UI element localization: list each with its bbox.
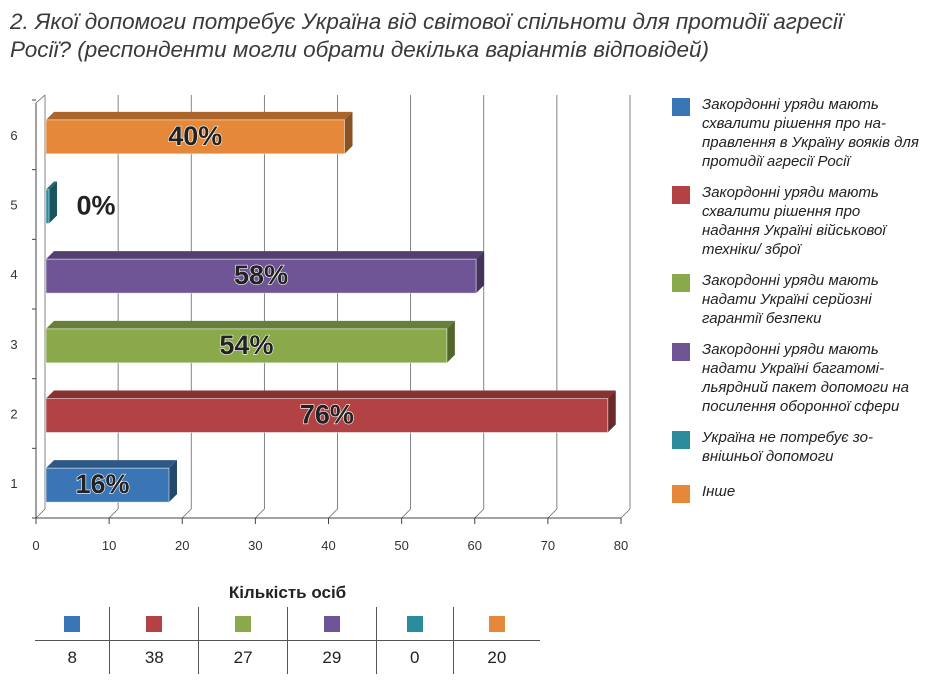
bar-top <box>46 251 485 260</box>
legend-item: Україна не потребує зо-внішньої допомоги <box>672 428 922 466</box>
bar <box>45 258 477 294</box>
floor-line <box>328 508 338 519</box>
table-count-cell: 0 <box>375 640 454 674</box>
legend-swatch <box>672 485 690 503</box>
table-count-cell: 27 <box>198 640 288 674</box>
bar-top <box>46 390 616 399</box>
table-swatch-cell <box>286 607 377 641</box>
y-tick-label: 6 <box>10 128 17 143</box>
floor-line <box>181 508 192 519</box>
legend-item: Закордонні уряди мають схвалити рішення … <box>672 95 922 171</box>
x-tick-label: 30 <box>248 538 262 553</box>
x-tick-label: 20 <box>175 538 189 553</box>
table-count-cell: 8 <box>35 640 111 674</box>
floor-line <box>35 508 46 519</box>
y-axis-top <box>35 94 46 104</box>
data-label: 58% <box>234 260 288 290</box>
x-tick-label: 0 <box>32 538 39 553</box>
bar <box>45 328 448 364</box>
x-tick-label: 60 <box>468 538 482 553</box>
table-swatch-cell <box>198 607 288 641</box>
y-tick-label: 2 <box>10 407 17 422</box>
table-swatch-cell <box>109 607 200 641</box>
floor-line <box>620 508 631 519</box>
table-swatch <box>146 616 163 633</box>
y-tick-label: 1 <box>10 476 17 491</box>
table-title: Кількість осіб <box>228 583 347 602</box>
x-tick-label: 70 <box>541 538 555 553</box>
bar-side <box>446 320 455 363</box>
table-count-cell: 29 <box>286 640 377 674</box>
data-label: 0% <box>76 191 115 221</box>
table-count-cell: 38 <box>109 640 200 674</box>
table-swatch-cell <box>375 607 454 641</box>
legend-label: Закордонні уряди мають схвалити рішення … <box>702 96 919 170</box>
table-color-row <box>35 607 540 641</box>
legend-swatch <box>672 343 690 361</box>
floor-line <box>474 508 485 519</box>
legend-label: Закордонні уряди мають схвалити рішення … <box>702 184 886 258</box>
table-count-cell: 20 <box>452 640 540 674</box>
floor-line <box>255 508 265 519</box>
table-swatch <box>64 616 81 633</box>
chart-title: 2. Якої допомоги потребує Україна від св… <box>10 9 843 62</box>
legend: Закордонні уряди мають схвалити рішення … <box>672 95 922 515</box>
legend-item: Закордонні уряди мають надати Україні ба… <box>672 340 922 416</box>
legend-item: Закордонні уряди мають схвалити рішення … <box>672 183 922 259</box>
bar-side <box>344 111 353 154</box>
counts-table: 8 38 27 29 0 20 <box>35 607 540 674</box>
bar-side <box>607 390 616 433</box>
bar-top <box>46 111 353 120</box>
bar-side <box>169 460 177 503</box>
data-label: 54% <box>219 330 273 360</box>
data-label: 40% <box>168 121 222 151</box>
y-tick-label: 5 <box>10 198 17 213</box>
floor-line <box>401 508 411 519</box>
legend-label: Україна не потребує зо-внішньої допомоги <box>702 429 874 465</box>
bar <box>45 189 50 224</box>
x-tick-label: 10 <box>102 538 116 553</box>
floor-line <box>547 508 558 519</box>
bar-top <box>46 460 177 469</box>
y-tick-label: 4 <box>10 267 17 282</box>
legend-label: Інше <box>702 483 736 500</box>
legend-item: Інше <box>672 482 922 503</box>
y-tick-label: 3 <box>10 337 17 352</box>
legend-item: Закордонні уряди мають надати Україні се… <box>672 271 922 328</box>
table-swatch-cell <box>452 607 540 641</box>
legend-swatch <box>672 274 690 292</box>
legend-swatch <box>672 431 690 449</box>
x-tick-label: 40 <box>321 538 335 553</box>
legend-swatch <box>672 98 690 116</box>
table-swatch <box>323 616 340 633</box>
table-swatch <box>406 616 423 633</box>
x-tick-label: 50 <box>394 538 408 553</box>
bar-chart: 0 10 20 30 40 50 60 70 80 1 16% 2 76% 3 54% 4 58% 5 0% 6 40% <box>10 94 631 553</box>
data-label: 76% <box>300 400 354 430</box>
table-count-row: 8 38 27 29 0 20 <box>35 640 540 674</box>
bar <box>45 467 170 503</box>
bar-side <box>476 251 485 294</box>
legend-swatch <box>672 186 690 204</box>
bar-top <box>46 320 455 329</box>
floor-line <box>108 508 119 519</box>
bar <box>45 398 609 433</box>
bar-top <box>46 181 57 190</box>
legend-label: Закордонні уряди мають надати Україні се… <box>702 272 879 327</box>
table-swatch <box>235 616 252 633</box>
data-label: 16% <box>75 469 129 499</box>
bar-side <box>49 181 57 224</box>
table-swatch-cell <box>35 607 111 641</box>
bar <box>45 119 345 155</box>
table-swatch <box>488 616 505 633</box>
x-tick-label: 80 <box>614 538 628 553</box>
legend-label: Закордонні уряди мають надати Україні ба… <box>702 341 909 415</box>
